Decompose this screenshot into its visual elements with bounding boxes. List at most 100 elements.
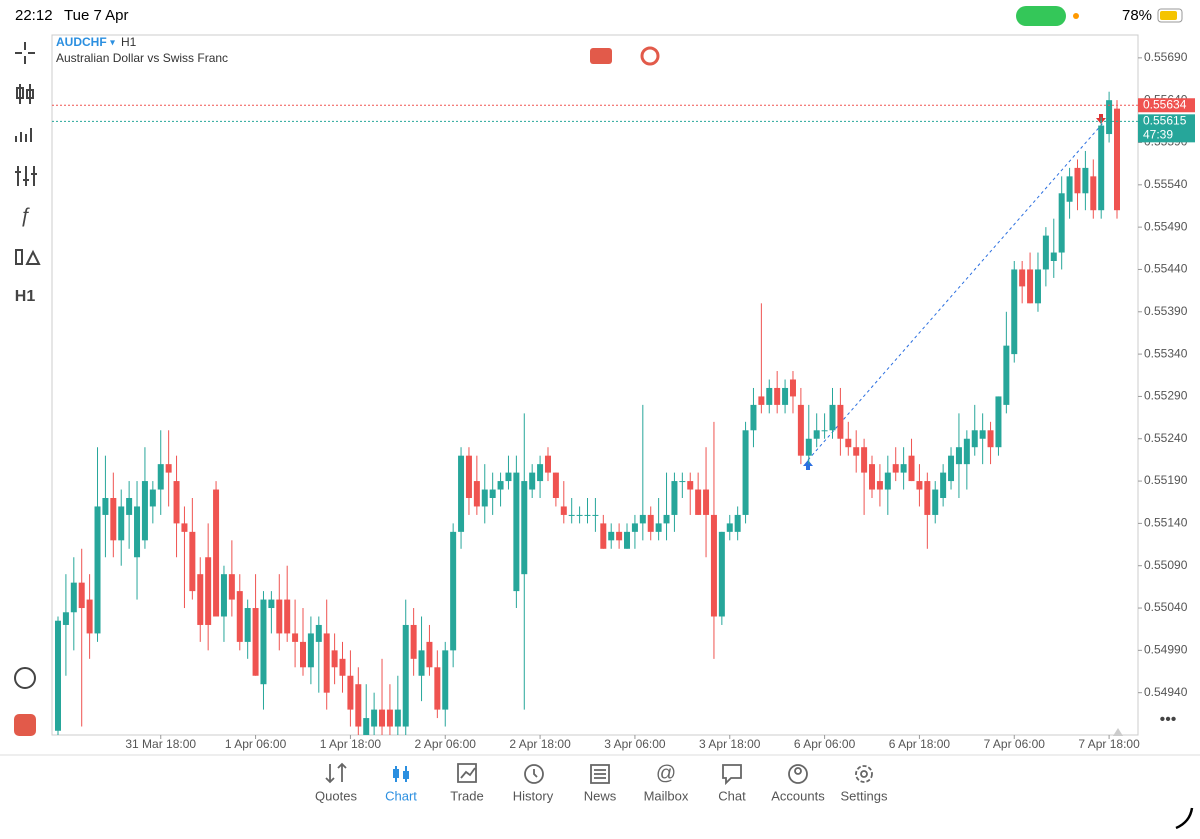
tab-label[interactable]: Accounts [771, 788, 825, 803]
candle-body [718, 531, 725, 617]
candle-body [213, 489, 220, 617]
candle-body [252, 608, 259, 676]
tab-label[interactable]: Chat [718, 788, 746, 803]
candle-body [62, 612, 69, 625]
candle-body [821, 430, 828, 432]
candle-body [537, 464, 544, 482]
call-pill[interactable] [1016, 6, 1066, 26]
candle-body [608, 531, 615, 541]
candle-body [189, 531, 196, 592]
function-tool[interactable]: ƒ [19, 204, 30, 226]
tab-label[interactable]: Chart [385, 788, 417, 803]
candle-body [544, 455, 551, 473]
candle-body [339, 658, 346, 676]
candle-body [813, 430, 820, 439]
candle-body [1027, 269, 1034, 304]
toolbar: ƒ H1 [14, 42, 41, 736]
crosshair-tool[interactable] [15, 42, 35, 64]
y-tick-label: 0.55340 [1144, 346, 1188, 360]
trade-button[interactable] [640, 46, 660, 66]
candle-body [710, 514, 717, 617]
candle-body [228, 574, 235, 600]
settings-tool[interactable] [15, 166, 37, 186]
candle-body [616, 531, 623, 541]
candle-body [197, 574, 204, 625]
more-button[interactable]: ••• [1160, 711, 1177, 728]
candle-body [363, 718, 370, 735]
candle-body [402, 624, 409, 727]
tab-label[interactable]: Settings [841, 788, 888, 803]
x-tick-label: 2 Apr 18:00 [509, 737, 571, 751]
candle-body [703, 489, 710, 515]
y-tick-label: 0.55690 [1144, 50, 1188, 64]
candle-body [568, 514, 575, 516]
one-click-button[interactable] [590, 48, 612, 64]
tab-icon[interactable] [325, 762, 347, 784]
candle-body [134, 506, 141, 558]
tab-icon[interactable] [393, 769, 399, 778]
tab-icon[interactable] [524, 764, 544, 784]
candle-body [1011, 269, 1018, 355]
candle-body [1090, 176, 1097, 211]
candle-body [1019, 269, 1026, 287]
symbol[interactable]: AUDCHF [56, 35, 107, 49]
candle-body [987, 430, 994, 448]
bid-label: 0.55615 [1143, 114, 1187, 128]
x-tick-label: 1 Apr 06:00 [225, 737, 287, 751]
candle-body [631, 523, 638, 532]
candle-body [331, 650, 338, 668]
y-tick-label: 0.55490 [1144, 219, 1188, 233]
tab-icon[interactable] [533, 769, 538, 778]
chart-type-tool[interactable] [16, 84, 34, 104]
signal-tool[interactable] [14, 667, 36, 689]
candle-body [663, 514, 670, 524]
candle-body [379, 709, 386, 727]
candle-body [576, 514, 583, 516]
x-tick-label: 6 Apr 18:00 [889, 737, 951, 751]
objects-tool[interactable] [15, 249, 41, 265]
tab-label[interactable]: News [584, 788, 617, 803]
tab-icon[interactable] [457, 763, 477, 783]
y-tick-label: 0.55440 [1144, 262, 1188, 276]
tab-icon[interactable] [403, 771, 409, 779]
candle-body [481, 489, 488, 507]
trade-line [807, 122, 1104, 461]
indicators-tool[interactable] [15, 128, 32, 142]
candle-body [552, 472, 559, 498]
candle-body [78, 582, 85, 609]
timeframe: H1 [121, 35, 137, 49]
tab-icon[interactable] [860, 770, 868, 778]
candle-body [205, 557, 212, 625]
candle-body [1042, 235, 1049, 270]
tab-icon[interactable] [722, 764, 742, 786]
candle-body [916, 481, 923, 490]
candle-body [497, 481, 504, 490]
candle-body [1074, 167, 1081, 194]
tab-bar: @ Quotes Chart Trade History News Mailbo… [315, 762, 888, 803]
candle-body [70, 582, 77, 613]
timeframe-tool[interactable]: H1 [15, 288, 36, 305]
candle-body [908, 455, 915, 482]
clock: 22:12 [15, 7, 53, 24]
tab-label[interactable]: Trade [450, 788, 483, 803]
tab-icon[interactable] [590, 764, 610, 784]
candle-body [102, 497, 109, 515]
app-tool[interactable] [14, 714, 36, 736]
candle-body [149, 489, 156, 507]
candle-body [386, 709, 393, 727]
candle-body [726, 523, 733, 532]
candle-body [592, 514, 599, 516]
tab-label[interactable]: Quotes [315, 788, 357, 803]
y-tick-label: 0.54990 [1144, 643, 1188, 657]
tab-icon[interactable] [794, 767, 802, 775]
tab-label[interactable]: Mailbox [644, 788, 689, 803]
candle-body [789, 379, 796, 397]
tab-icon[interactable] [788, 764, 808, 784]
candle-body [426, 641, 433, 668]
tab-label[interactable]: History [513, 788, 554, 803]
candle-body [86, 599, 93, 634]
tab-icon[interactable]: @ [656, 762, 676, 784]
tab-icon[interactable] [855, 765, 873, 783]
pencil-indicator [1175, 807, 1194, 830]
